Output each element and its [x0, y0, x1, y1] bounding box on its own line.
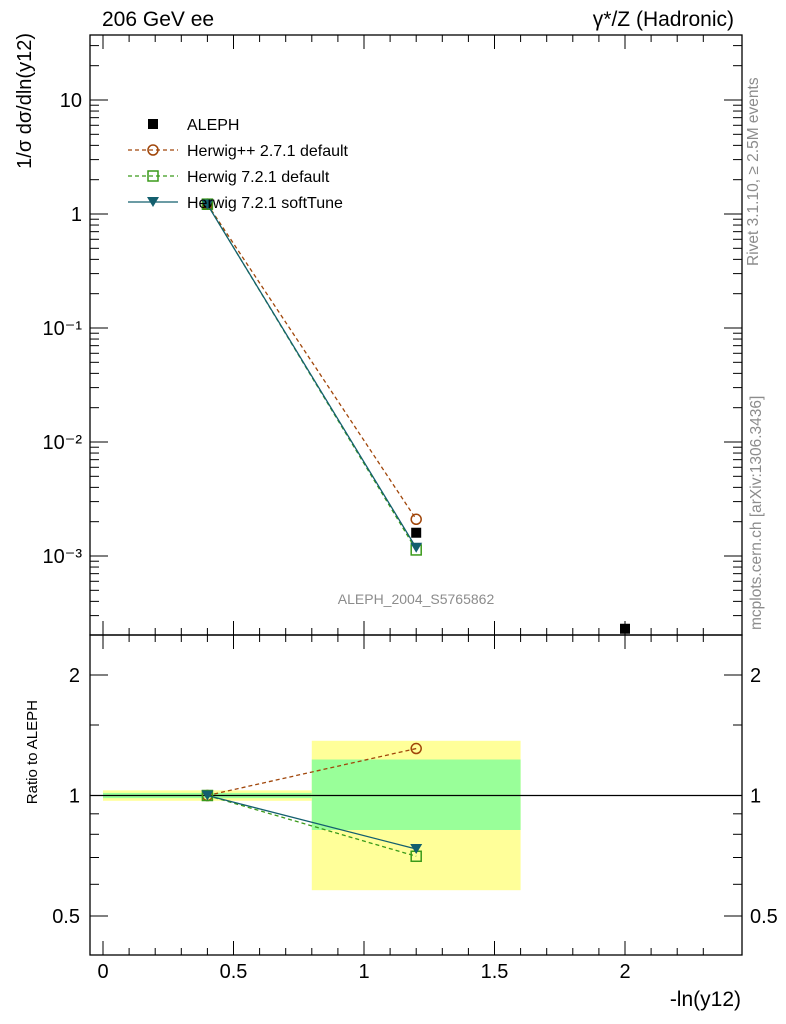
ratio-y-tick-label-left-2: 2 [69, 665, 80, 687]
legend-marker-2 [147, 170, 159, 182]
ratio-y-tick-label-left-1: 1 [69, 786, 80, 808]
ratio-line-series-1 [207, 794, 417, 857]
legend-entry-1: Herwig++ 2.7.1 default [128, 143, 349, 160]
legend-label-1: Herwig++ 2.7.1 default [187, 143, 349, 160]
main-point-series-3-0 [201, 199, 214, 210]
x-axis-title: -ln(y12) [670, 988, 741, 1011]
main-y-tick-label-2: 10⁻¹ [43, 318, 83, 340]
main-y-axis-title: 1/σ dσ/dln(y12) [14, 33, 36, 169]
main-point-series-3-1 [410, 542, 423, 553]
main-line-series-3 [206, 204, 417, 549]
main-point-series-0-1 [411, 527, 422, 538]
main-y-tick-label-3: 1 [71, 204, 82, 226]
legend-marker-1 [147, 144, 159, 156]
analysis-label: ALEPH_2004_S5765862 [338, 591, 495, 607]
x-tick-label-4: 2 [619, 961, 630, 983]
x-tick-label-2: 1 [358, 961, 369, 983]
legend-label-2: Herwig 7.2.1 default [187, 169, 330, 186]
ratio-point-series-0-1 [410, 742, 422, 755]
x-tick-label-0: 0 [97, 961, 108, 983]
main-line-series-1 [206, 203, 417, 520]
axis-ticks [90, 35, 742, 955]
ratio-uncertainty-bands [103, 740, 521, 891]
ratio-line-series-0 [207, 747, 417, 797]
ratio-point-series-2-1 [410, 844, 423, 855]
main-point-series-1-1 [410, 513, 422, 526]
main-y-tick-label-0: 10⁻³ [43, 546, 83, 568]
ratio-y-tick-label-right-1: 1 [750, 786, 761, 808]
axis-labels: 10⁻³ 10⁻² 10⁻¹ 1 10 0.5 0.5 1 1 2 2 0 0.5 1 1.5 2 -ln(y1… [14, 33, 778, 1011]
main-line-series-2 [206, 203, 417, 551]
legend-label-3: Herwig 7.2.1 softTune [187, 195, 343, 212]
ratio-y-axis-title: Ratio to ALEPH [24, 700, 41, 804]
legend-entry-0: ALEPH [148, 117, 239, 134]
ratio-series-group [201, 742, 423, 863]
ratio-y-tick-label-right-0: 0.5 [750, 906, 778, 928]
ratio-y-tick-label-left-0: 0.5 [52, 906, 80, 928]
header-right: γ*/Z (Hadronic) [592, 8, 734, 31]
main-y-tick-label-1: 10⁻² [43, 432, 83, 454]
x-tick-label-1: 0.5 [220, 961, 248, 983]
ratio-y-tick-label-right-2: 2 [750, 665, 761, 687]
legend: ALEPH Herwig++ 2.7.1 default Herwig 7.2.1 … [128, 117, 349, 212]
x-tick-label-3: 1.5 [481, 961, 509, 983]
header-left: 206 GeV ee [102, 8, 215, 31]
ratio-band-inner-1 [311, 759, 521, 830]
legend-entry-2: Herwig 7.2.1 default [128, 169, 330, 186]
ratio-line-series-2 [207, 794, 417, 850]
ratio-point-series-2-0 [201, 790, 214, 801]
legend-marker-3 [147, 197, 159, 207]
legend-entry-3: Herwig 7.2.1 softTune [128, 195, 343, 212]
main-y-tick-label-4: 10 [60, 90, 82, 112]
legend-label-0: ALEPH [187, 117, 239, 134]
legend-marker-0 [148, 119, 158, 129]
main-series-group [201, 198, 630, 634]
